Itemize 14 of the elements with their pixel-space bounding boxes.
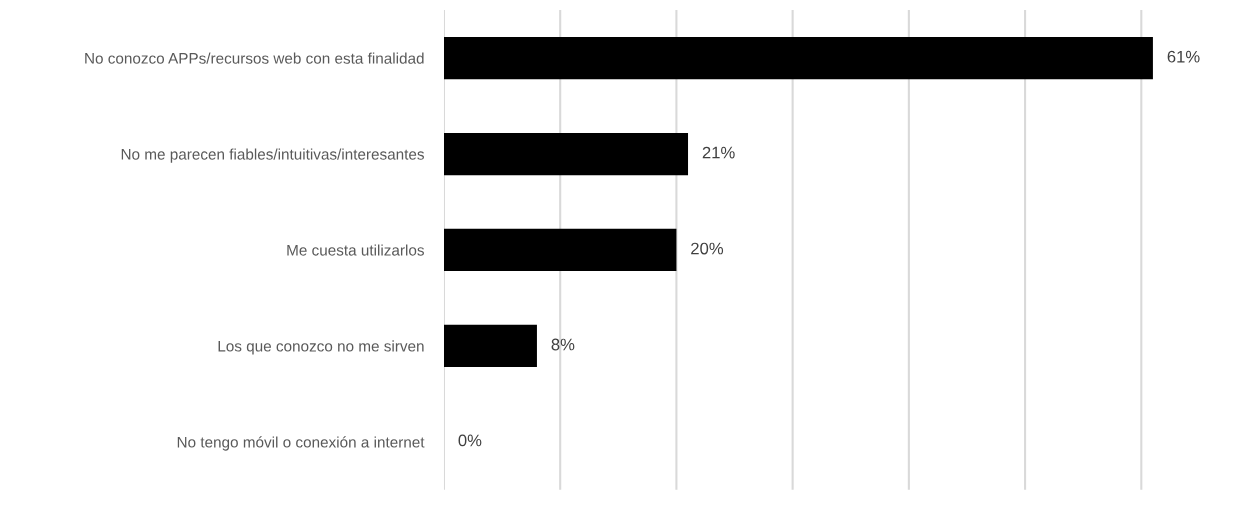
bar xyxy=(443,324,537,368)
data-label: 20% xyxy=(691,242,724,255)
bar xyxy=(443,36,1153,80)
y-tick-label: No me parecen fiables/intuitivas/interesantes xyxy=(121,148,424,163)
data-label: 0% xyxy=(458,434,482,447)
data-label: 8% xyxy=(551,338,575,351)
bar xyxy=(443,132,689,176)
y-tick-label: No conozco APPs/recursos web con esta finalidad xyxy=(85,52,424,64)
data-label: 61% xyxy=(1167,50,1200,63)
y-tick-label: Me cuesta utilizarlos xyxy=(287,244,424,256)
data-label: 21% xyxy=(702,146,735,159)
y-tick-label: Los que conozco no me sirven xyxy=(218,340,424,355)
bar xyxy=(443,228,677,272)
y-tick-label: No tengo móvil o conexión a internet xyxy=(177,436,425,451)
